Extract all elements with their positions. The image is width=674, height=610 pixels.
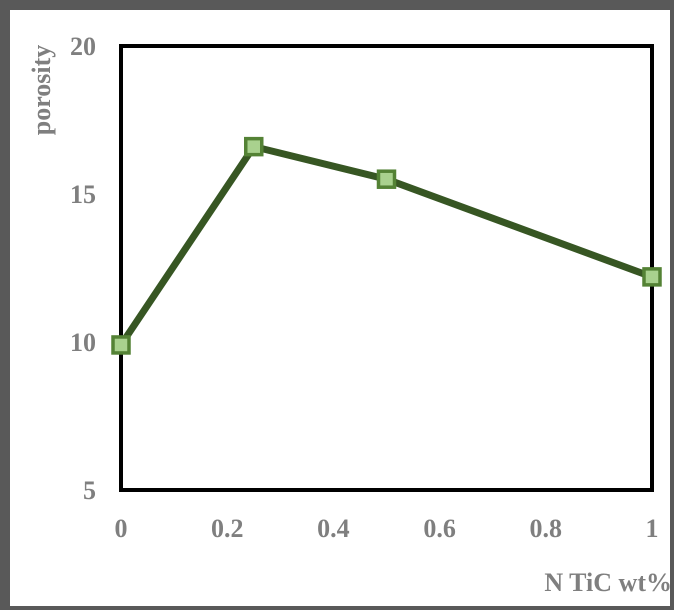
outer-border-bottom xyxy=(0,606,674,610)
data-point-marker xyxy=(244,136,264,157)
outer-border-top xyxy=(0,0,674,10)
x-axis-title: N TiC wt% xyxy=(544,568,672,597)
y-axis-ticks: 5 10 15 20 xyxy=(70,32,96,505)
x-tick-label: 0 xyxy=(115,514,128,543)
y-tick-label: 15 xyxy=(70,180,96,209)
x-tick-label: 0.6 xyxy=(423,514,456,543)
data-point-marker xyxy=(111,335,131,355)
outer-border-right xyxy=(670,0,674,610)
x-tick-label: 1 xyxy=(646,514,659,543)
y-axis-title: porosity xyxy=(27,45,56,136)
y-tick-label: 20 xyxy=(70,32,96,61)
x-tick-label: 0.8 xyxy=(530,514,563,543)
data-point-marker xyxy=(642,267,662,287)
y-tick-label: 10 xyxy=(70,328,96,357)
x-axis-ticks: 0 0.2 0.4 0.6 0.8 1 xyxy=(115,514,659,543)
data-point-marker xyxy=(376,169,397,189)
series-group xyxy=(111,136,662,355)
x-tick-label: 0.2 xyxy=(211,514,244,543)
y-tick-label: 5 xyxy=(83,476,96,505)
outer-border-left xyxy=(0,0,10,610)
x-tick-label: 0.4 xyxy=(317,514,350,543)
series-line xyxy=(118,143,654,347)
